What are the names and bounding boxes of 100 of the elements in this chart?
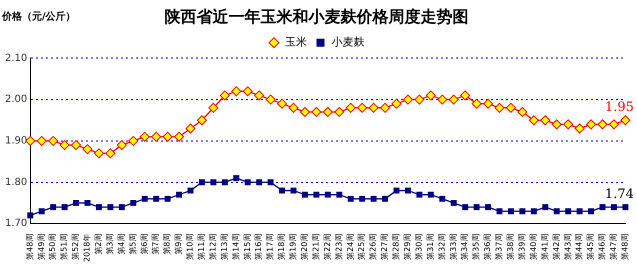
point	[588, 208, 594, 214]
point	[140, 132, 150, 142]
x-tick-label: 第35周	[472, 234, 481, 260]
x-tick-label: 第6周	[140, 234, 149, 255]
point	[359, 196, 366, 202]
point	[96, 204, 102, 210]
point	[496, 208, 502, 214]
point	[542, 204, 548, 210]
point	[517, 106, 528, 117]
point	[485, 204, 492, 210]
x-tick-label: 第2周	[94, 234, 104, 255]
point	[142, 196, 148, 202]
point	[50, 204, 56, 210]
x-tick-label: 第7周	[151, 234, 160, 255]
point	[608, 119, 619, 130]
point	[311, 106, 322, 117]
x-tick-label: 第48周	[620, 234, 630, 260]
x-tick-label: 第19周	[288, 234, 298, 260]
point	[185, 124, 196, 134]
point	[174, 132, 184, 142]
x-tick-label: 第26周	[368, 234, 378, 260]
point	[290, 188, 296, 194]
point	[450, 200, 457, 206]
point	[392, 98, 402, 109]
point	[244, 179, 251, 186]
x-tick-label: 第8周	[162, 234, 172, 255]
point	[60, 140, 70, 150]
data-label: 1.95	[604, 100, 634, 116]
point	[242, 86, 253, 96]
x-tick-label: 第24周	[346, 234, 355, 260]
point	[462, 204, 468, 210]
point	[116, 140, 127, 150]
x-tick-label: 第22周	[322, 234, 332, 260]
point	[300, 106, 310, 117]
point	[256, 179, 262, 186]
point	[210, 179, 216, 186]
point	[82, 144, 92, 154]
x-tick-label: 第31周	[426, 234, 435, 260]
point	[176, 192, 182, 198]
point	[394, 188, 400, 194]
point	[302, 192, 308, 198]
point	[600, 204, 606, 210]
x-tick-label: 第38周	[506, 234, 516, 260]
point	[277, 98, 288, 109]
chart-title: 陕西省近一年玉米和小麦麸价格周度走势图	[164, 6, 468, 26]
point	[494, 102, 505, 113]
x-tick-label: 第46周	[598, 234, 607, 260]
point	[414, 94, 424, 105]
y-axis-title: 价格（元/公斤）	[1, 10, 76, 23]
point	[118, 204, 125, 210]
point	[574, 124, 585, 134]
y-tick-label: 2.10	[5, 52, 28, 64]
point	[610, 204, 617, 210]
x-tick-label: 第33周	[448, 234, 458, 260]
point	[380, 102, 390, 113]
point	[368, 102, 379, 113]
x-tick-label: 第18周	[277, 234, 286, 260]
point	[107, 204, 114, 210]
data-label: 1.74	[604, 186, 634, 202]
x-tick-label: 第9周	[174, 234, 184, 255]
x-tick-label: 第27周	[380, 234, 390, 260]
x-tick-label: 第52周	[71, 234, 80, 260]
point	[448, 94, 459, 105]
point	[324, 192, 331, 198]
point	[519, 208, 526, 214]
x-tick-label: 第43周	[563, 234, 572, 260]
point	[563, 119, 574, 130]
x-tick-label: 第23周	[334, 234, 344, 260]
point	[27, 212, 34, 218]
x-tick-label: 第41周	[540, 234, 550, 260]
x-tick-label: 第17周	[266, 234, 275, 260]
x-tick-label: 第28周	[392, 234, 401, 260]
x-tick-label: 第49周	[36, 234, 46, 260]
point	[288, 102, 298, 113]
legend-label: 小麦麸	[332, 36, 364, 49]
point	[313, 192, 320, 198]
point	[38, 208, 45, 214]
point	[36, 136, 47, 146]
point	[565, 208, 572, 214]
point	[576, 208, 583, 214]
point	[460, 90, 470, 100]
point	[586, 119, 596, 130]
point	[426, 90, 436, 100]
point	[402, 94, 413, 105]
x-tick-label: 第11周	[197, 234, 206, 260]
x-tick-label: 第39周	[517, 234, 526, 260]
point	[198, 179, 205, 186]
point	[530, 208, 537, 214]
x-tick-label: 第3周	[105, 234, 114, 255]
x-tick-label: 第20周	[300, 234, 310, 260]
x-tick-label: 第40周	[528, 234, 538, 260]
x-tick-label: 第12周	[208, 234, 218, 260]
x-tick-label: 第42周	[552, 234, 561, 260]
point	[370, 196, 377, 202]
point	[622, 204, 628, 210]
y-tick-label: 1.90	[5, 136, 28, 147]
point	[540, 115, 550, 126]
x-tick-label: 第48周	[25, 234, 34, 260]
x-tick-label: 第4周	[116, 234, 126, 255]
point	[164, 196, 171, 202]
